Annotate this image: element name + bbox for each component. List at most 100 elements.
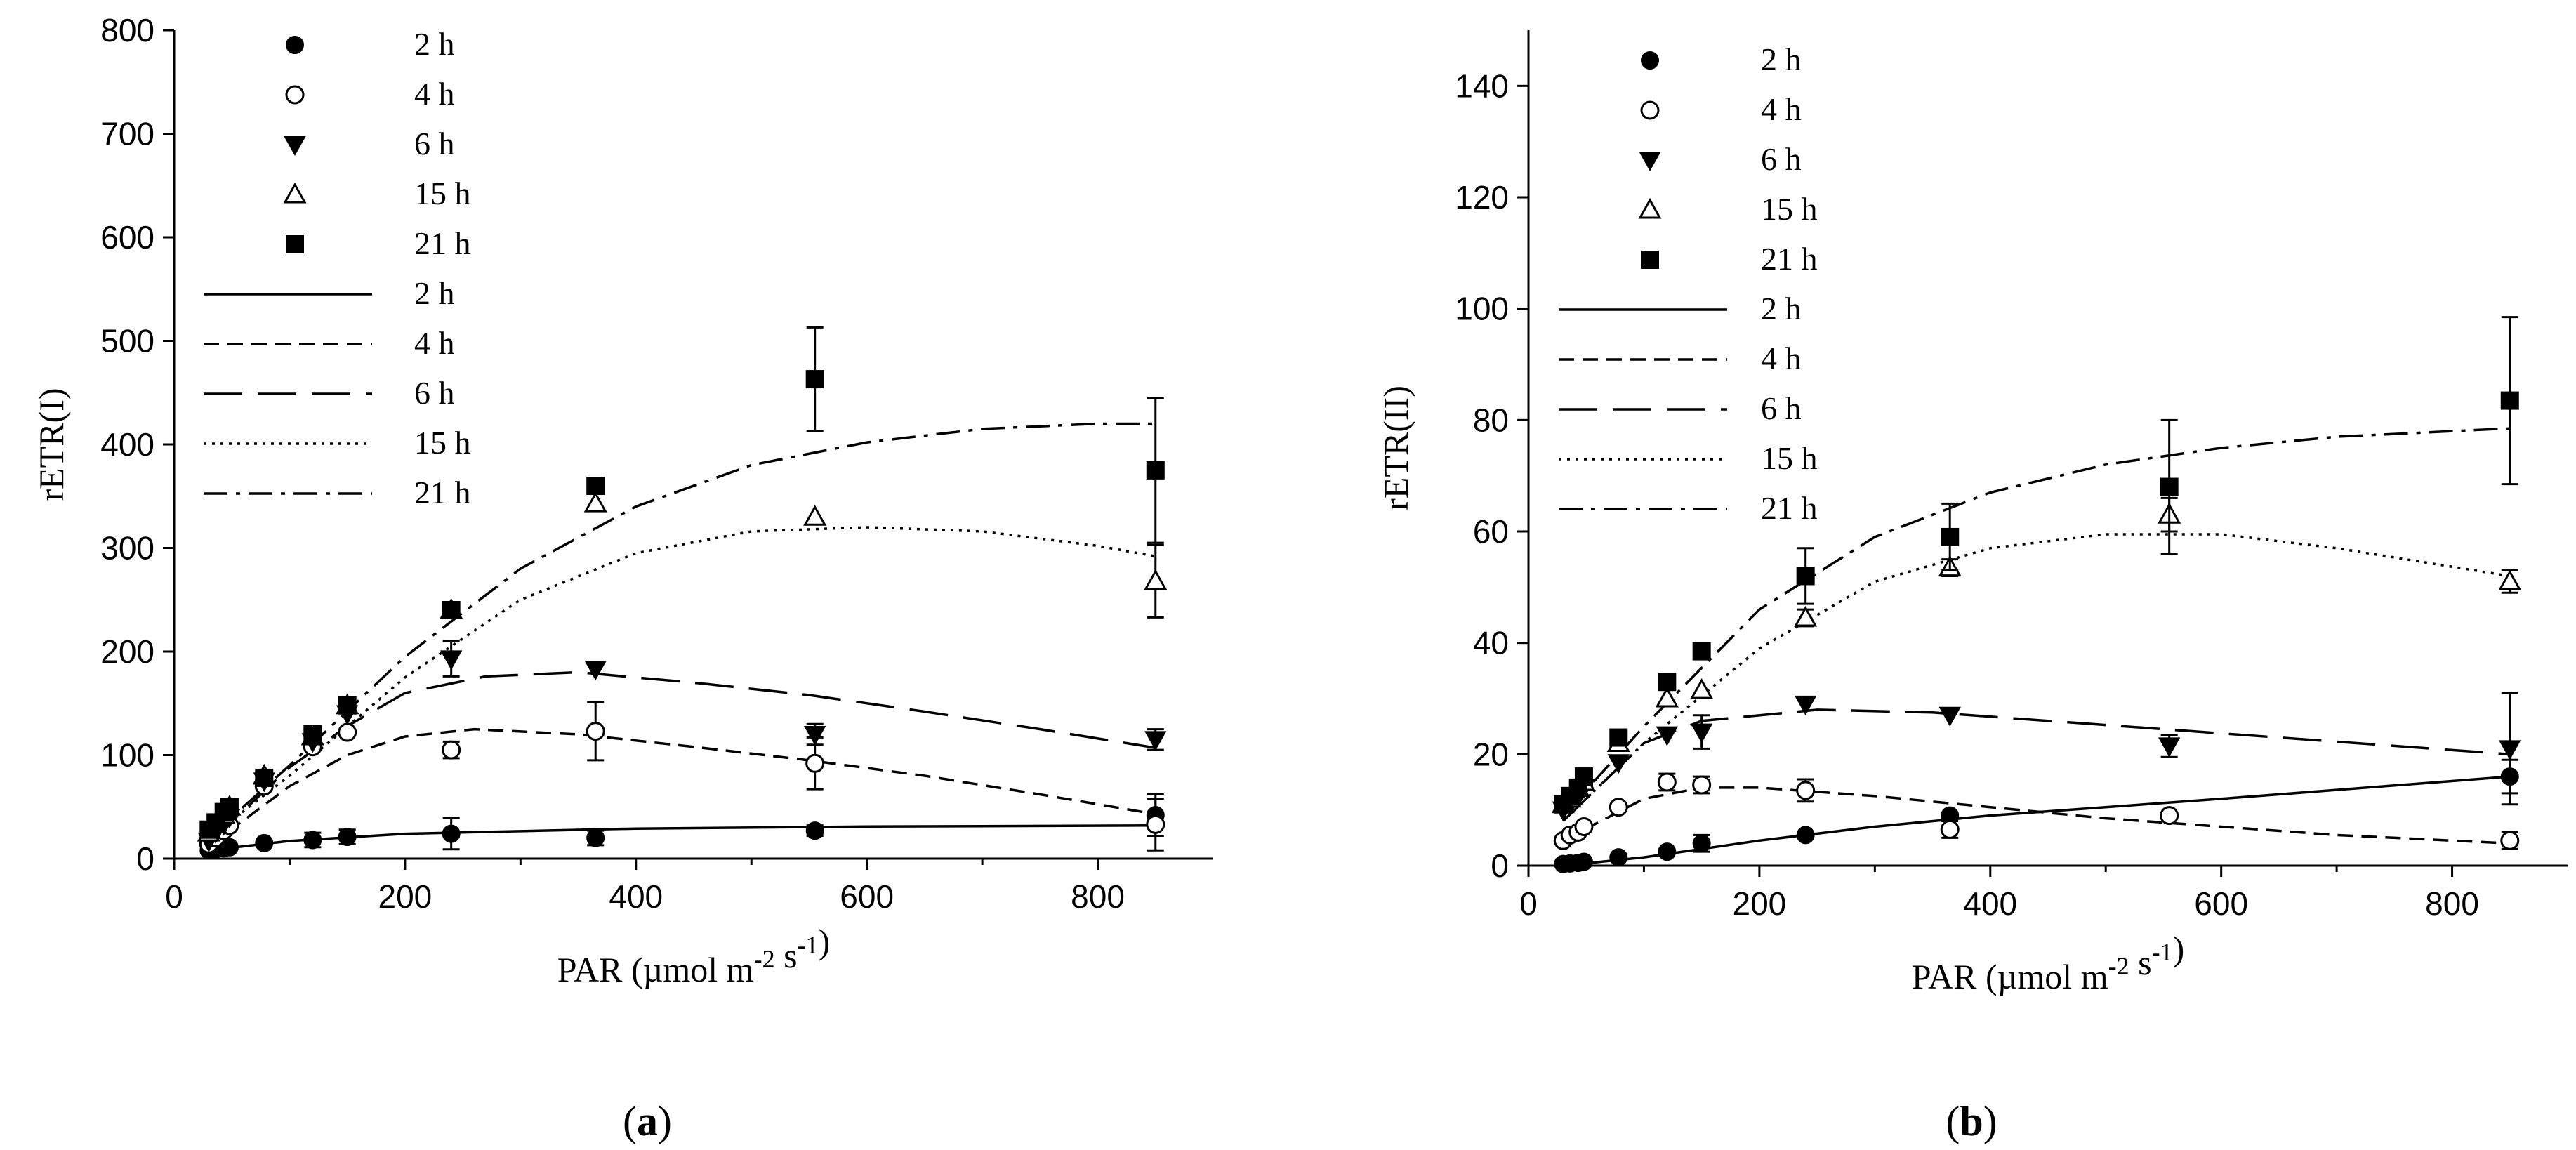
y-tick-label: 60	[1473, 513, 1509, 550]
legend-label: 4 h	[1761, 91, 1802, 127]
legend-label: 15 h	[414, 176, 471, 211]
y-tick-label: 40	[1473, 625, 1509, 661]
x-axis-title: PAR (µmol m-2 s-1)	[1912, 929, 2184, 996]
marker-open-circle	[1692, 775, 1712, 795]
marker-filled-square	[1658, 673, 1677, 692]
legend-label: 4 h	[414, 325, 455, 361]
marker-open-triangle	[283, 182, 307, 204]
marker-filled-triangle	[1656, 726, 1679, 746]
marker-filled-triangle	[1144, 731, 1167, 751]
fit-line-15h	[1562, 533, 2511, 822]
x-axis-title: PAR (µmol m-2 s-1)	[557, 922, 830, 989]
marker-filled-square	[1692, 642, 1711, 661]
marker-open-triangle	[1655, 686, 1679, 708]
marker-filled-triangle	[2158, 737, 2181, 758]
legend-label: 15 h	[1761, 191, 1818, 227]
marker-filled-square	[286, 235, 304, 253]
x-tick-label: 800	[2425, 885, 2479, 922]
x-tick-label: 200	[378, 878, 432, 915]
marker-open-circle	[1796, 781, 1816, 800]
marker-filled-triangle	[1607, 754, 1630, 774]
marker-open-circle	[1574, 817, 1594, 836]
legend-label: 21 h	[1761, 490, 1818, 526]
y-tick-label: 200	[100, 633, 154, 670]
y-tick-label: 100	[1455, 291, 1509, 327]
fit-line-4h	[1562, 786, 2510, 845]
x-tick-label: 400	[1963, 885, 2017, 922]
chart-panel-a: 0 200 400 600 800 0 100 200 300 400 500 600 700 800 rE…	[32, 12, 1213, 1144]
marker-open-triangle	[1690, 678, 1714, 699]
marker-filled-circle	[586, 828, 605, 847]
marker-filled-square	[338, 696, 357, 715]
marker-filled-triangle	[803, 726, 826, 746]
y-tick-label: 100	[100, 737, 154, 774]
marker-filled-circle	[303, 831, 322, 850]
legend: 2 h 4 h 6 h 15 h 21 h 2 h 4 h 6 h 15 h 21 h	[204, 26, 471, 510]
fit-line-2h	[1563, 775, 2510, 867]
y-tick-label: 20	[1473, 736, 1509, 772]
marker-filled-triangle	[440, 650, 463, 670]
legend-label: 2 h	[414, 26, 455, 62]
marker-filled-triangle	[1690, 723, 1713, 743]
marker-open-circle	[285, 85, 305, 105]
legend: 2 h 4 h 6 h 15 h 21 h 2 h 4 h 6 h 15 h 21 h	[1559, 41, 1818, 526]
legend-label: 2 h	[1761, 41, 1802, 77]
marker-filled-circle	[805, 821, 824, 840]
marker-open-triangle	[2498, 569, 2522, 590]
legend-label: 21 h	[1761, 241, 1818, 277]
marker-open-triangle	[803, 505, 827, 526]
marker-open-circle	[1146, 814, 1165, 834]
y-axis-title: rETR(II)	[1376, 385, 1415, 510]
y-tick-label: 140	[1455, 67, 1509, 104]
marker-filled-circle	[286, 36, 304, 54]
y-tick-label: 0	[136, 840, 154, 877]
legend-label: 6 h	[414, 375, 455, 411]
x-tick-label: 600	[840, 878, 894, 915]
chart-panel-b: 0 200 400 600 800 0 20 40 60 80 100 120 140 rETR(II) P…	[1376, 30, 2568, 1144]
marker-open-circle	[1609, 798, 1628, 817]
marker-filled-circle	[220, 838, 239, 857]
y-tick-label: 700	[100, 116, 154, 152]
marker-open-circle	[805, 753, 825, 773]
y-tick-label: 800	[100, 12, 154, 48]
marker-filled-square	[255, 768, 274, 787]
y-axis-title: rETR(I)	[32, 388, 71, 501]
marker-filled-circle	[255, 833, 274, 852]
series-21h	[1554, 316, 2519, 814]
marker-filled-square	[1574, 767, 1593, 786]
marker-filled-circle	[1796, 826, 1815, 845]
marker-filled-triangle	[284, 136, 306, 157]
marker-filled-square	[1641, 251, 1659, 269]
legend-label: 4 h	[1761, 341, 1802, 376]
marker-filled-circle	[1692, 834, 1711, 853]
marker-open-circle	[1657, 772, 1677, 792]
legend-label: 2 h	[1761, 291, 1802, 326]
legend-label: 21 h	[414, 225, 471, 261]
x-tick-label: 600	[2194, 885, 2248, 922]
panel-label: (a)	[623, 1098, 672, 1144]
marker-filled-square	[2500, 391, 2519, 410]
marker-open-circle	[442, 740, 461, 760]
marker-open-circle	[1940, 819, 1960, 839]
marker-filled-triangle	[1639, 152, 1661, 172]
legend-label: 6 h	[414, 126, 455, 161]
marker-filled-circle	[1609, 848, 1628, 867]
y-tick-label: 600	[100, 219, 154, 256]
legend-label: 21 h	[414, 475, 471, 510]
marker-filled-square	[2160, 477, 2179, 496]
x-tick-label: 400	[609, 878, 663, 915]
marker-open-circle	[1640, 100, 1660, 120]
marker-filled-circle	[1658, 842, 1677, 861]
marker-filled-square	[1146, 461, 1165, 480]
fit-line-4h	[208, 727, 1156, 847]
panel-label: (b)	[1946, 1098, 1997, 1144]
marker-open-triangle	[1144, 569, 1168, 590]
marker-open-circle	[2160, 806, 2179, 826]
marker-filled-triangle	[2499, 740, 2521, 760]
marker-filled-square	[1941, 527, 1960, 546]
marker-open-circle	[338, 722, 357, 742]
marker-filled-square	[1796, 567, 1815, 586]
marker-filled-triangle	[1938, 706, 1961, 727]
marker-filled-circle	[1574, 852, 1593, 871]
